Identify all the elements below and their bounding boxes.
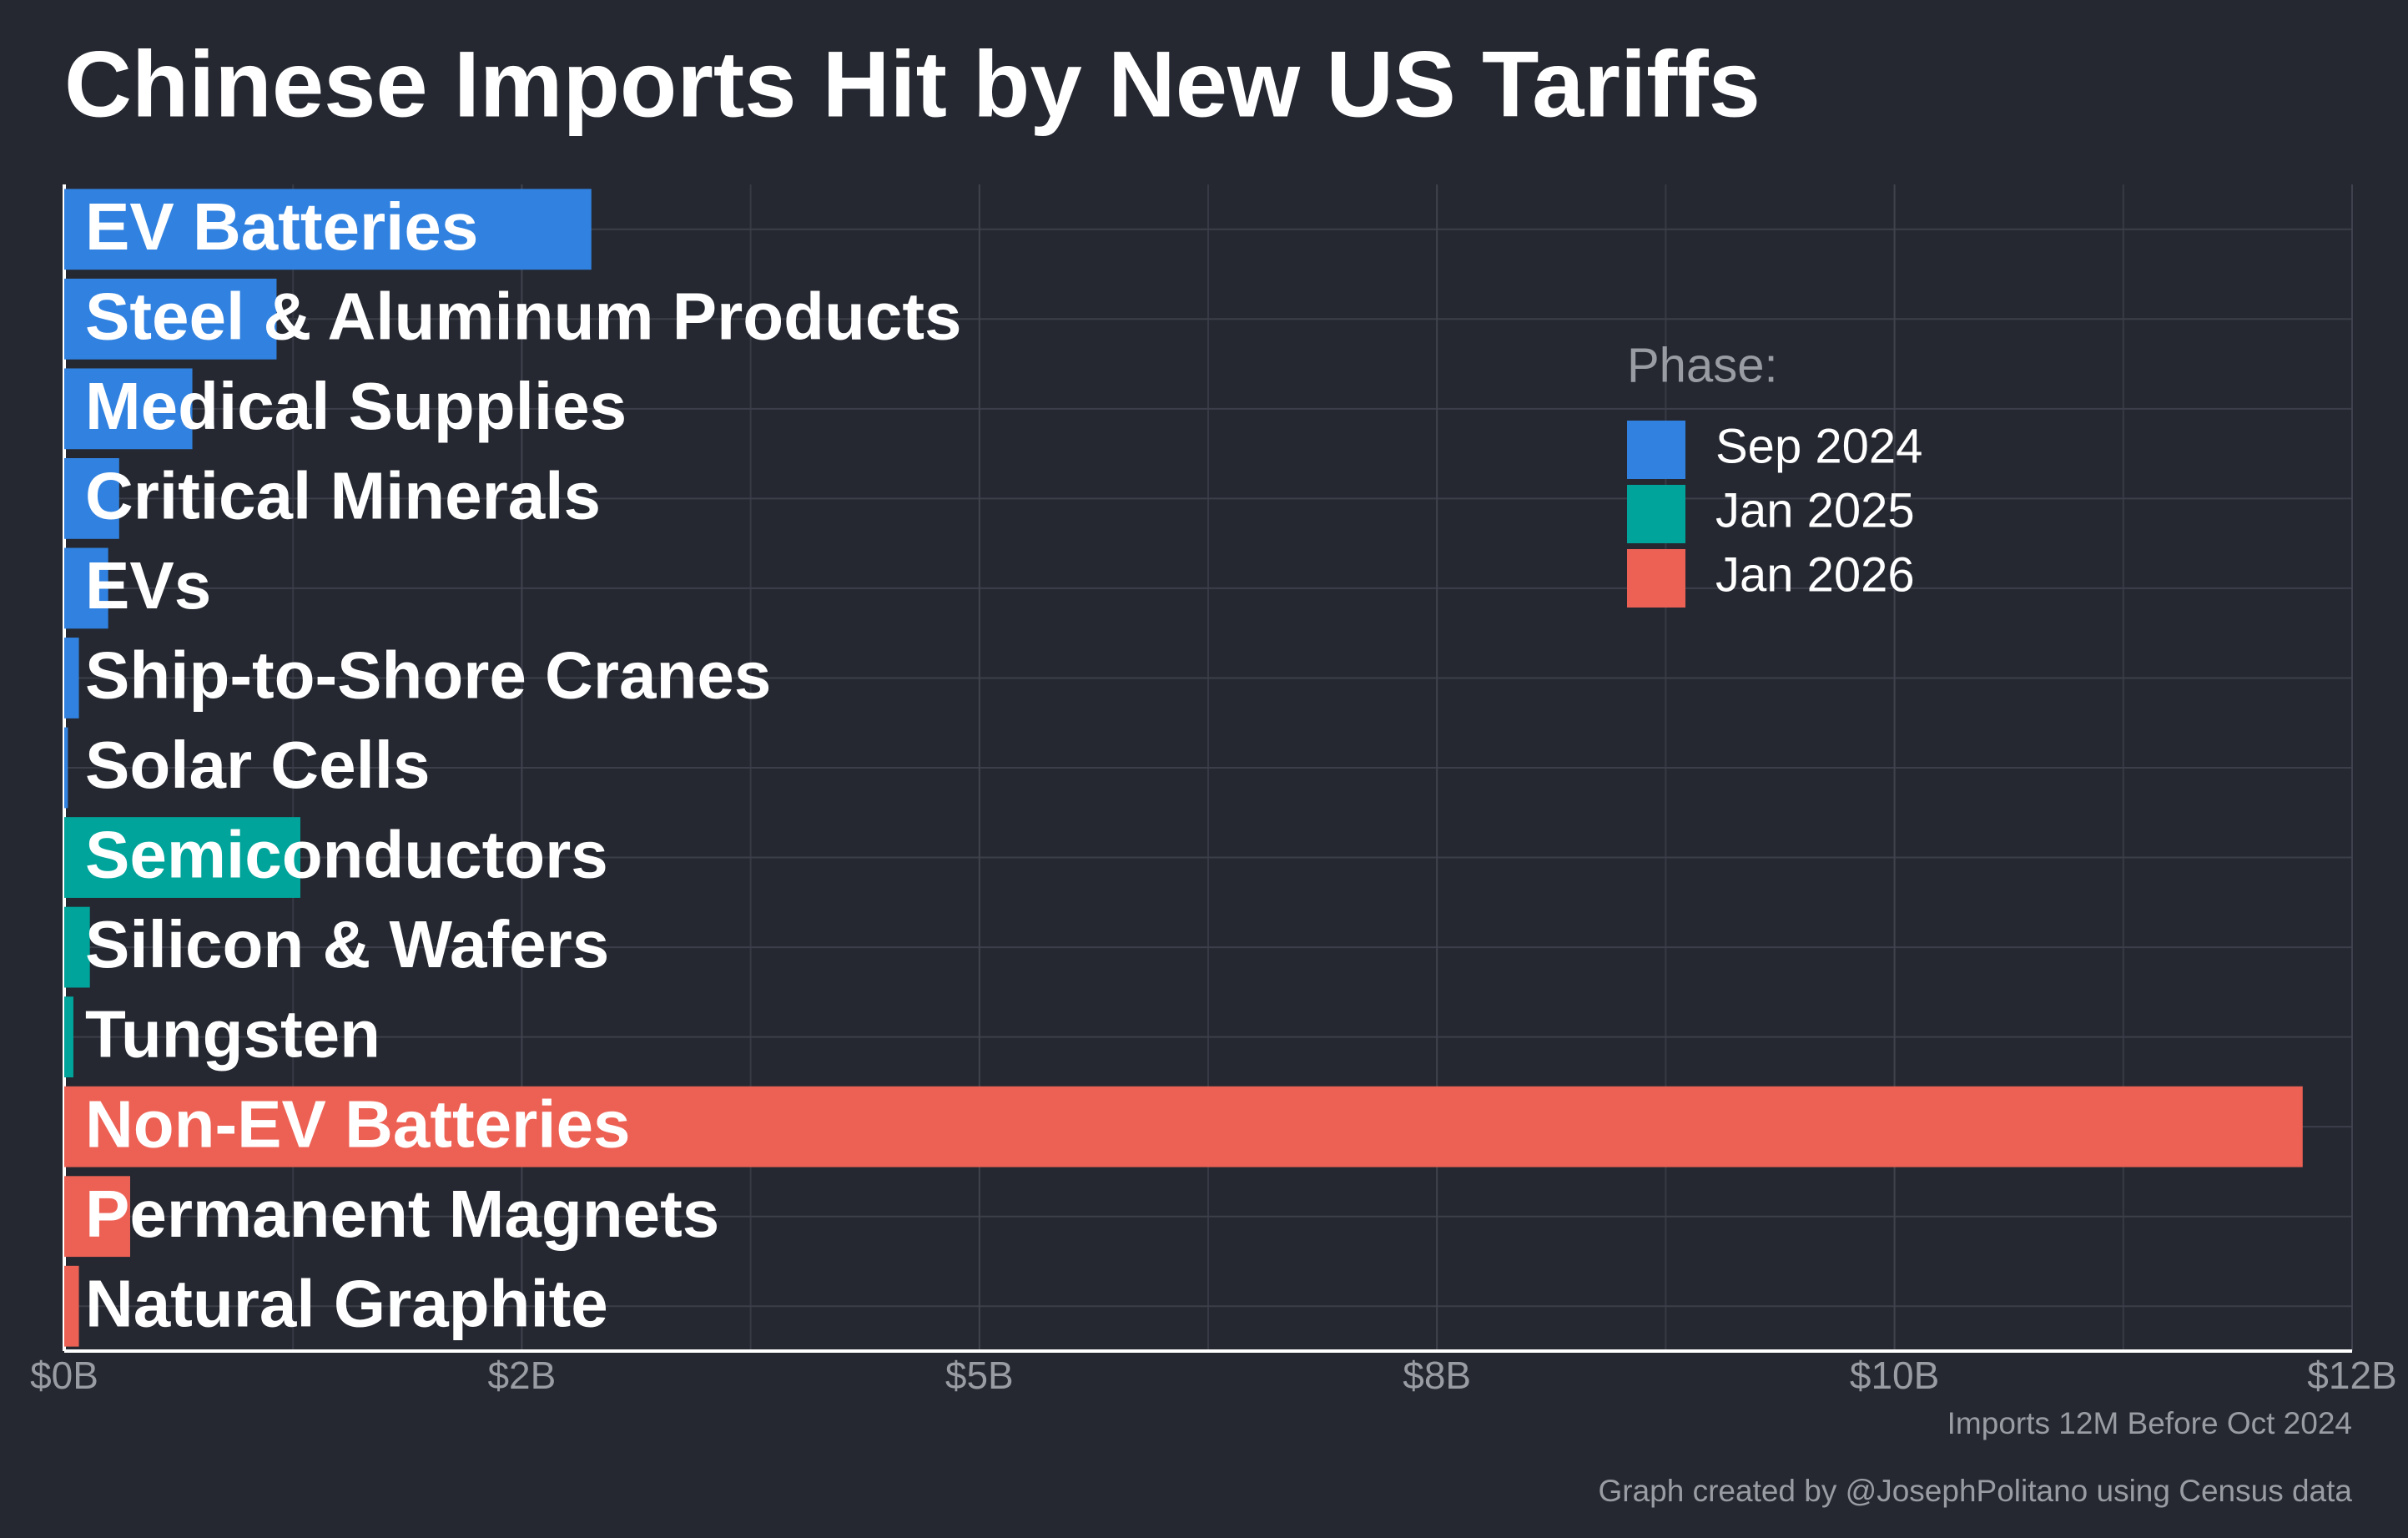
bar bbox=[64, 638, 79, 719]
legend-swatch bbox=[1627, 421, 1685, 479]
x-tick-label: $0B bbox=[30, 1354, 98, 1397]
caption: Graph created by @JosephPolitano using C… bbox=[1598, 1474, 2352, 1508]
bar bbox=[64, 457, 119, 539]
category-label: Steel & Aluminum Products bbox=[85, 279, 962, 353]
bar bbox=[64, 368, 193, 450]
category-label: Ship-to-Shore Cranes bbox=[85, 638, 771, 713]
x-tick-label: $10B bbox=[1850, 1354, 1939, 1397]
category-label: Silicon & Wafers bbox=[85, 907, 609, 981]
legend-title: Phase: bbox=[1627, 338, 1778, 392]
chart-title: Chinese Imports Hit by New US Tariffs bbox=[64, 33, 1761, 137]
x-tick-label: $12B bbox=[2307, 1354, 2396, 1397]
bar bbox=[64, 547, 108, 629]
bar bbox=[64, 278, 277, 360]
category-label: Permanent Magnets bbox=[85, 1177, 719, 1251]
bar bbox=[64, 727, 68, 809]
category-label: Medical Supplies bbox=[85, 369, 627, 443]
legend-label: Sep 2024 bbox=[1715, 419, 1922, 473]
bar bbox=[64, 817, 300, 898]
x-tick-label: $2B bbox=[487, 1354, 556, 1397]
category-label: Critical Minerals bbox=[85, 459, 601, 533]
bar bbox=[64, 1086, 2303, 1167]
category-label: Tungsten bbox=[85, 997, 380, 1072]
legend-label: Jan 2026 bbox=[1715, 547, 1915, 602]
bar bbox=[64, 1265, 79, 1347]
bar bbox=[64, 906, 90, 988]
bar bbox=[64, 189, 592, 270]
category-label: Non-EV Batteries bbox=[85, 1087, 630, 1161]
category-label: Semiconductors bbox=[85, 818, 608, 892]
x-axis-label: Imports 12M Before Oct 2024 bbox=[1947, 1406, 2352, 1440]
x-tick-label: $5B bbox=[945, 1354, 1014, 1397]
bar bbox=[64, 996, 73, 1078]
category-label: EV Batteries bbox=[85, 189, 478, 264]
category-label: Natural Graphite bbox=[85, 1266, 608, 1340]
legend-swatch bbox=[1627, 485, 1685, 543]
x-tick-label: $8B bbox=[1403, 1354, 1471, 1397]
legend-swatch bbox=[1627, 549, 1685, 608]
legend-label: Jan 2025 bbox=[1715, 483, 1915, 537]
bar bbox=[64, 1176, 130, 1258]
category-label: Solar Cells bbox=[85, 728, 431, 802]
category-label: EVs bbox=[85, 548, 211, 623]
